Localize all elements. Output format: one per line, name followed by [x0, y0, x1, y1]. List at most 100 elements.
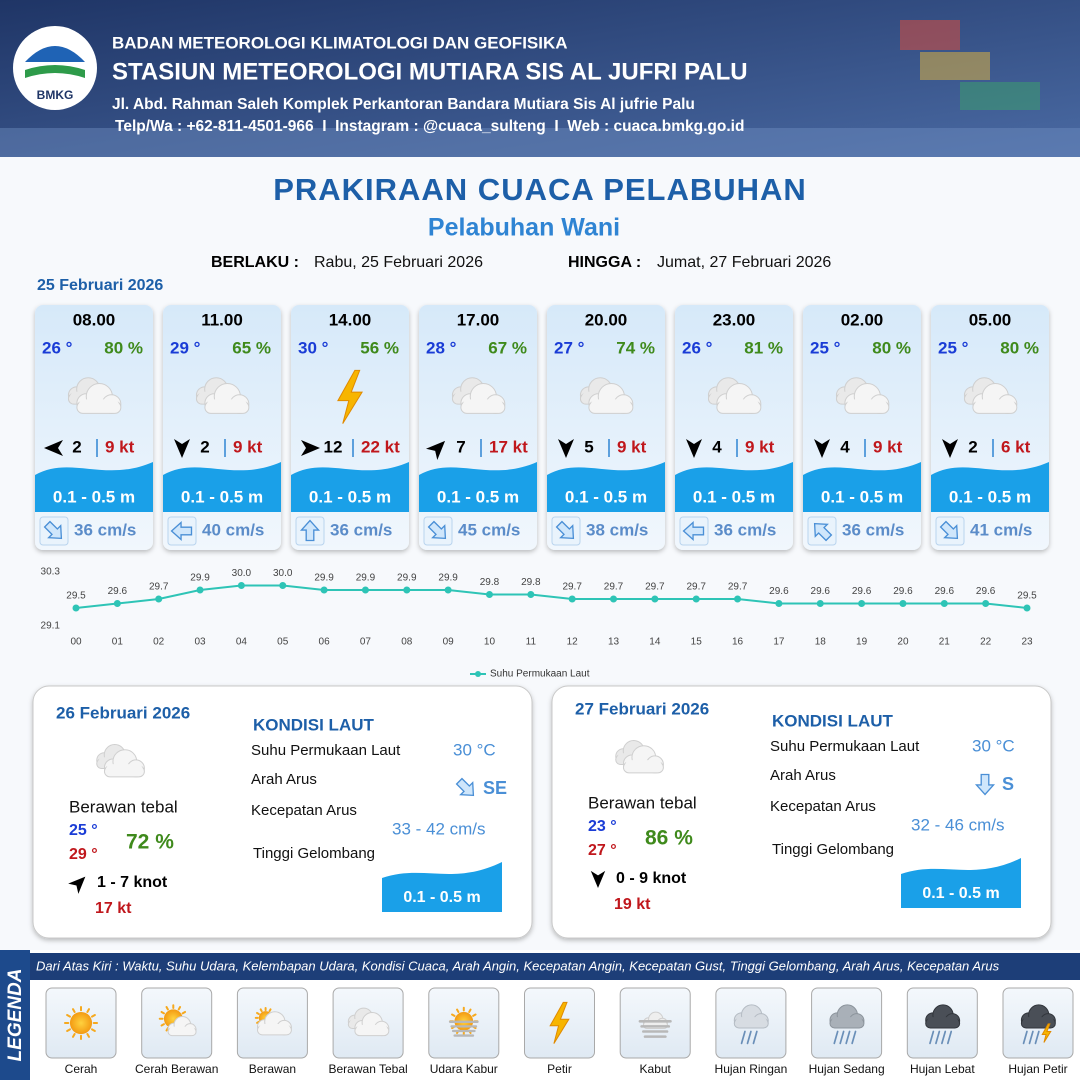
wave-height: 0.1 - 0.5 m [565, 487, 647, 506]
value-label: 29.9 [397, 573, 417, 584]
cloud-fill [258, 1023, 290, 1035]
cloud-fill [974, 399, 1015, 413]
deco [960, 82, 1040, 110]
legend-item: Hujan Petir [1008, 1062, 1067, 1076]
gust: 17 kt [95, 900, 132, 917]
legend-item: Hujan Sedang [809, 1062, 885, 1076]
legend-item: Cerah Berawan [135, 1062, 218, 1076]
wave [931, 462, 1049, 512]
point [403, 586, 411, 594]
bolt [1041, 1023, 1052, 1043]
wave-height: 0.1 - 0.5 m [821, 487, 903, 506]
point [816, 600, 824, 607]
sun-ray [256, 1011, 260, 1015]
gust: 9 kt [233, 437, 263, 456]
value-label: 29.8 [480, 577, 500, 588]
current-speed: 41 cm/s [970, 520, 1032, 539]
x-tick-label: 11 [526, 637, 537, 648]
date: 27 Februari 2026 [575, 699, 709, 718]
humidity: 86 % [645, 827, 693, 850]
point [113, 600, 121, 607]
weather-icon [707, 377, 762, 414]
value-label: 29.8 [521, 577, 541, 588]
legend-item: Hujan Ringan [715, 1062, 788, 1076]
weather-icon [1020, 1004, 1056, 1045]
rain-drop [839, 1030, 845, 1045]
current-speed: 45 cm/s [458, 520, 520, 539]
time: 02.00 [841, 310, 884, 329]
temperature: 25 ° [810, 338, 841, 357]
cloud-fill [927, 1017, 959, 1028]
title: PRAKIRAAN CUACA PELABUHAN [273, 172, 807, 207]
rain-drop [941, 1030, 947, 1045]
x-tick-label: 02 [153, 637, 165, 648]
day-panel: 27 Februari 2026 Berawan tebal 23 ° 27 ° 86 … [551, 685, 1052, 939]
weather-icon [549, 1001, 570, 1044]
point [1023, 604, 1031, 612]
cloud-fill [1022, 1017, 1054, 1028]
current-dir-label: Arah Arus [770, 767, 836, 784]
x-tick-label: 05 [277, 637, 289, 648]
point [692, 595, 700, 603]
value-label: 29.7 [149, 582, 169, 593]
wind-arrow [590, 870, 606, 888]
weather-icon [63, 1005, 99, 1041]
gust: 6 kt [1001, 437, 1031, 456]
humidity: 56 % [360, 338, 399, 357]
value-label: 29.9 [356, 573, 376, 584]
wave [547, 462, 665, 512]
weather-icon [96, 744, 145, 778]
address: Jl. Abd. Rahman Saleh Komplek Perkantora… [112, 96, 695, 113]
current-arrow [939, 520, 959, 540]
cloud [76, 382, 122, 414]
wind-speed: 7 [456, 437, 465, 456]
wave [901, 858, 1021, 908]
wave [163, 462, 281, 512]
temp-min: 25 ° [69, 822, 98, 839]
current-speed: 32 - 46 cm/s [911, 815, 1005, 834]
value-label: 29.5 [66, 591, 86, 602]
point [651, 595, 659, 603]
cloud [1020, 1004, 1056, 1029]
rain-drop [833, 1030, 839, 1045]
time: 08.00 [73, 310, 116, 329]
weather: Berawan tebal [588, 793, 697, 812]
point [940, 600, 948, 607]
wind: 0 - 9 knot [616, 870, 687, 887]
temp-max: 29 ° [69, 846, 98, 863]
current-speed: 38 cm/s [586, 520, 648, 539]
wave-height: 0.1 - 0.5 m [693, 487, 775, 506]
rain-drop [845, 1030, 851, 1045]
cloud [844, 382, 890, 414]
legend-item: Kabut [640, 1062, 672, 1076]
wind: 1 - 7 knot [97, 874, 168, 891]
sun-disc [69, 1011, 93, 1035]
temperature: 26 ° [42, 338, 73, 357]
wind-speed: 4 [840, 437, 850, 456]
wave [35, 462, 153, 512]
rain-drop [1034, 1030, 1040, 1045]
legend-description: Dari Atas Kiri : Waktu, Suhu Udara, Kele… [36, 958, 1000, 973]
time: 23.00 [713, 310, 756, 329]
sst: 30 °C [453, 740, 496, 759]
sst-chart: 29.1 30.3 00 01 02 03 04 05 06 07 08 09 10 11 12 13 14 15… [41, 567, 1038, 680]
humidity: 80 % [104, 338, 143, 357]
valid-from-label: BERLAKU : [211, 254, 299, 271]
x-tick-label: 03 [194, 637, 206, 648]
current-speed-label: Kecepatan Arus [770, 798, 876, 815]
value-label: 29.9 [190, 573, 210, 584]
x-tick-label: 15 [691, 637, 703, 648]
cloud [460, 382, 506, 414]
humidity: 65 % [232, 338, 271, 357]
contact: Telp/Wa : +62-811-4501-966 I Instagram :… [115, 118, 744, 135]
time: 05.00 [969, 310, 1012, 329]
current-speed: 33 - 42 cm/s [392, 819, 486, 838]
gust: 9 kt [873, 437, 903, 456]
weather-icon [733, 1004, 769, 1045]
x-tick-label: 16 [732, 637, 744, 648]
sun-ray [91, 1028, 96, 1033]
humidity: 80 % [1000, 338, 1039, 357]
